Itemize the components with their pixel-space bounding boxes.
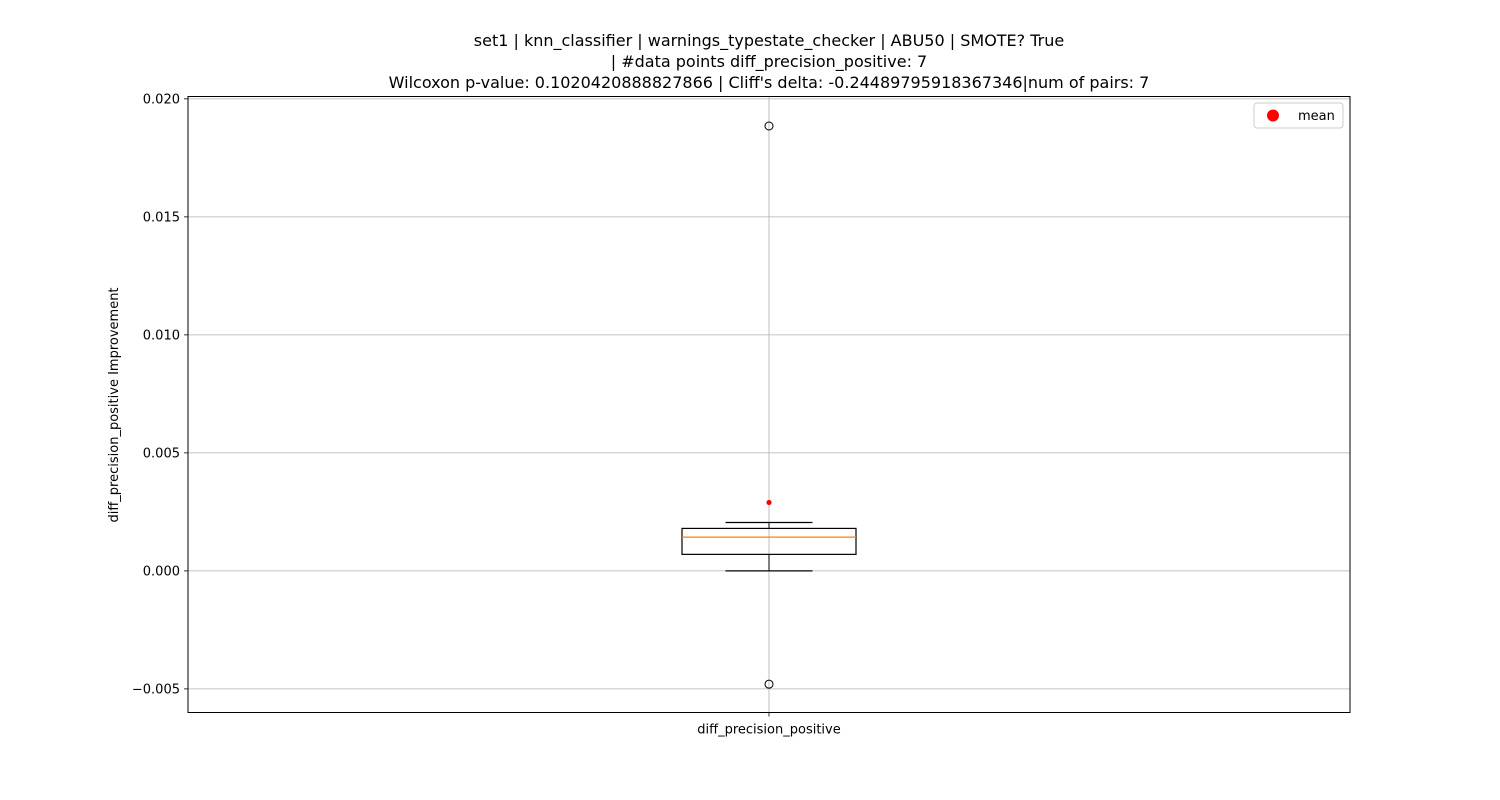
axes: −0.005 0.000 0.005 0.010 0.015 0.020 diff_prec… <box>132 92 841 737</box>
outlier-point <box>764 121 774 131</box>
mean-point <box>766 499 772 506</box>
chart-title-line-1: set1 | knn_classifier | warnings_typesta… <box>473 31 1065 50</box>
chart-title-line-3: Wilcoxon p-value: 0.1020420888827866 | C… <box>388 73 1150 92</box>
chart-title-line-2: | #data points diff_precision_positive: … <box>610 52 928 71</box>
y-axis-label: diff_precision_positive Improvement <box>107 287 122 522</box>
legend-frame <box>1253 102 1344 129</box>
grid-lines <box>188 96 1350 713</box>
outlier-point <box>764 679 774 689</box>
x-tick-label: diff_precision_positive <box>697 723 840 738</box>
y-tick-label: −0.005 <box>132 682 180 697</box>
y-tick-label: 0.005 <box>143 446 180 461</box>
y-tick-label: 0.015 <box>143 210 180 225</box>
iqr-box <box>681 527 857 555</box>
box-series <box>681 121 857 689</box>
legend: mean <box>1253 102 1344 129</box>
legend-marker-mean <box>1267 109 1279 122</box>
y-tick-label: 0.000 <box>143 564 180 579</box>
chart-title: set1 | knn_classifier | warnings_typesta… <box>0 30 1500 93</box>
y-tick-label: 0.020 <box>143 92 180 107</box>
legend-label-mean: mean <box>1298 109 1335 124</box>
y-tick-label: 0.010 <box>143 328 180 343</box>
